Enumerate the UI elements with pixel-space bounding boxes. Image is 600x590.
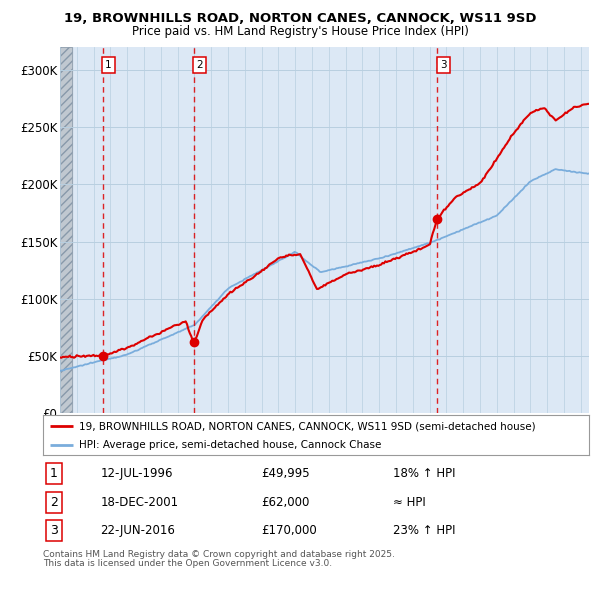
Text: 1: 1 bbox=[50, 467, 58, 480]
Text: 3: 3 bbox=[50, 525, 58, 537]
Text: HPI: Average price, semi-detached house, Cannock Chase: HPI: Average price, semi-detached house,… bbox=[79, 440, 381, 450]
Text: Contains HM Land Registry data © Crown copyright and database right 2025.: Contains HM Land Registry data © Crown c… bbox=[43, 550, 395, 559]
Text: ≈ HPI: ≈ HPI bbox=[392, 496, 425, 509]
Text: 2: 2 bbox=[196, 60, 203, 70]
Bar bbox=[60, 47, 72, 413]
Text: 3: 3 bbox=[440, 60, 446, 70]
Text: 18-DEC-2001: 18-DEC-2001 bbox=[101, 496, 179, 509]
Text: £49,995: £49,995 bbox=[262, 467, 310, 480]
Text: 19, BROWNHILLS ROAD, NORTON CANES, CANNOCK, WS11 9SD: 19, BROWNHILLS ROAD, NORTON CANES, CANNO… bbox=[64, 12, 536, 25]
Text: 12-JUL-1996: 12-JUL-1996 bbox=[101, 467, 173, 480]
Text: £170,000: £170,000 bbox=[262, 525, 317, 537]
Text: 19, BROWNHILLS ROAD, NORTON CANES, CANNOCK, WS11 9SD (semi-detached house): 19, BROWNHILLS ROAD, NORTON CANES, CANNO… bbox=[79, 421, 535, 431]
Text: 1: 1 bbox=[105, 60, 112, 70]
Text: 22-JUN-2016: 22-JUN-2016 bbox=[101, 525, 175, 537]
Text: This data is licensed under the Open Government Licence v3.0.: This data is licensed under the Open Gov… bbox=[43, 559, 332, 568]
Text: £62,000: £62,000 bbox=[262, 496, 310, 509]
Text: 23% ↑ HPI: 23% ↑ HPI bbox=[392, 525, 455, 537]
Bar bbox=[60, 47, 72, 413]
Text: 18% ↑ HPI: 18% ↑ HPI bbox=[392, 467, 455, 480]
Text: 2: 2 bbox=[50, 496, 58, 509]
Text: Price paid vs. HM Land Registry's House Price Index (HPI): Price paid vs. HM Land Registry's House … bbox=[131, 25, 469, 38]
